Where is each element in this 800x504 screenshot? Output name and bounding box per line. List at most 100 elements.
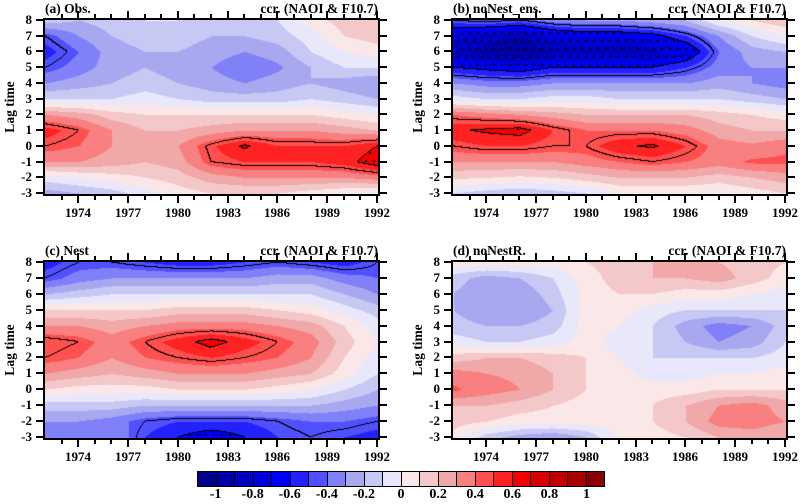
x-tick (227, 196, 229, 203)
x-tick (701, 440, 703, 444)
contour-plot-d: 8 7 6 5 4 3 2 1 0 -1 -2 -3 1974 1977 1980 1983 1986 1989 1… (429, 253, 798, 464)
x-tick (160, 256, 162, 260)
y-tick-label: 3 (433, 91, 441, 106)
x-tick (684, 253, 686, 260)
x-tick (767, 440, 769, 444)
y-tick (788, 19, 795, 21)
y-tick (36, 50, 43, 52)
y-tick (788, 145, 795, 147)
x-tick (260, 14, 262, 18)
x-tick (293, 14, 295, 18)
x-tick (276, 196, 278, 203)
x-tick (276, 440, 278, 447)
x-tick (668, 14, 670, 18)
colorbar-tick-label: 0.8 (540, 487, 559, 502)
x-tick (127, 196, 129, 203)
y-tick (444, 356, 451, 358)
y-tick (788, 161, 795, 163)
y-tick (444, 436, 451, 438)
colorbar-cell (198, 472, 217, 486)
x-tick-label: 1980 (573, 449, 599, 464)
y-tick (380, 161, 387, 163)
y-tick-label: 2 (25, 106, 33, 121)
x-tick-label: 1986 (672, 205, 698, 220)
x-tick-label: 1992 (772, 205, 798, 220)
x-tick (193, 440, 195, 444)
x-tick (568, 256, 570, 260)
x-tick (310, 196, 312, 200)
x-tick-label: 1989 (314, 205, 340, 220)
y-tick (380, 113, 387, 115)
y-tick (444, 129, 451, 131)
colorbar-tick-label: -1 (209, 487, 222, 502)
x-tick (751, 196, 753, 200)
y-tick (788, 325, 795, 327)
contour-plot-c: 8 7 6 5 4 3 2 1 0 -1 -2 -3 1974 1977 1980 1983 1986 1989 1… (21, 253, 390, 464)
y-tick (380, 309, 387, 311)
x-tick (734, 440, 736, 447)
y-tick (788, 404, 795, 406)
y-tick (444, 388, 451, 390)
x-tick (552, 440, 554, 444)
y-tick (788, 341, 795, 343)
contour-canvas-b (453, 20, 786, 194)
x-tick (635, 440, 637, 447)
y-tick (444, 372, 451, 374)
x-tick (668, 196, 670, 200)
x-tick (518, 196, 520, 200)
y-tick (444, 325, 451, 327)
y-tick (36, 404, 43, 406)
y-tick (36, 19, 43, 21)
x-tick (376, 440, 378, 447)
colorbar-cell (586, 472, 604, 486)
x-tick (110, 440, 112, 444)
y-tick (36, 293, 43, 295)
colorbar-cell (568, 472, 587, 486)
x-tick (502, 196, 504, 200)
y-tick (36, 309, 43, 311)
colorbar-cell (457, 472, 476, 486)
y-tick (380, 145, 387, 147)
y-tick (36, 388, 43, 390)
x-tick (110, 14, 112, 18)
y-tick-label: -2 (429, 169, 440, 184)
colorbar-cell (420, 472, 439, 486)
colorbar-tick-label: 1 (582, 487, 590, 502)
y-tick-label: -2 (21, 169, 32, 184)
y-tick-label: 0 (25, 381, 33, 396)
x-tick (485, 196, 487, 203)
y-tick (380, 19, 387, 21)
x-tick (144, 196, 146, 200)
y-tick-label: 4 (25, 318, 33, 333)
colorbar-tick-label: -0.2 (352, 487, 375, 502)
y-tick-label: -1 (21, 397, 32, 412)
y-tick (36, 356, 43, 358)
y-tick (380, 293, 387, 295)
y-tick-label: 7 (25, 270, 33, 285)
colorbar-tick-label: 0 (397, 487, 405, 502)
y-tick (36, 325, 43, 327)
x-tick (193, 256, 195, 260)
panel-a-label: (a) Obs. (45, 1, 91, 16)
y-tick (36, 66, 43, 68)
x-tick-label: 1992 (772, 449, 798, 464)
y-tick-label: 2 (25, 349, 33, 364)
y-tick (36, 192, 43, 194)
y-tick (444, 50, 451, 52)
y-tick (444, 113, 451, 115)
x-tick (535, 253, 537, 260)
y-tick (788, 293, 795, 295)
y-tick (788, 436, 795, 438)
y-tick (380, 50, 387, 52)
y-tick-label: 8 (433, 254, 441, 269)
x-tick (293, 256, 295, 260)
colorbar-cell (309, 472, 328, 486)
x-tick (485, 253, 487, 260)
y-tick-label: 6 (25, 43, 33, 58)
y-tick-label: 8 (25, 254, 33, 269)
x-tick (227, 11, 229, 18)
x-tick (601, 256, 603, 260)
y-tick-label: 4 (433, 318, 441, 333)
y-tick (444, 341, 451, 343)
panel-b-corner-title: ccr. (NAOI & F10.7) (668, 1, 786, 16)
